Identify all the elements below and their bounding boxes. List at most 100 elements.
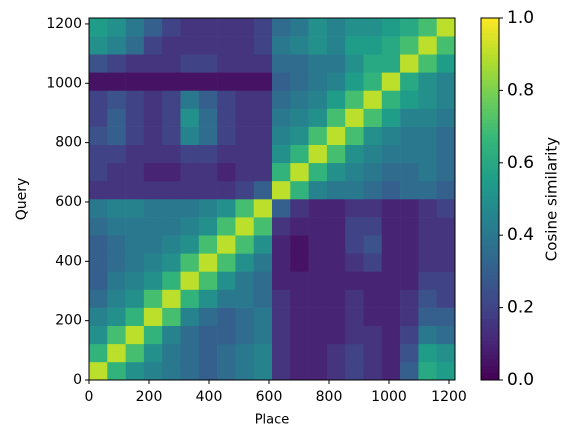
heatmap-cell (143, 18, 163, 37)
colorbar-tick-label: 0.6 (507, 153, 534, 173)
colorbar-segment (481, 358, 499, 363)
heatmap-cell (363, 199, 383, 218)
colorbar-segment (481, 354, 499, 359)
heatmap-cell (198, 307, 218, 326)
colorbar-segment (481, 184, 499, 189)
heatmap-cell (308, 18, 328, 37)
colorbar-segment (481, 43, 499, 48)
colorbar-segment (481, 86, 499, 91)
heatmap-cell (345, 217, 364, 236)
heatmap-cell (381, 54, 401, 73)
colorbar-segment (481, 318, 499, 323)
colorbar-segment (481, 282, 499, 287)
heatmap-cell (217, 289, 236, 308)
heatmap-cell (107, 253, 126, 272)
heatmap-cell (162, 108, 181, 127)
heatmap-cell (272, 325, 291, 345)
heatmap-cell (235, 180, 254, 200)
heatmap-cell (290, 235, 309, 254)
heatmap-cell (272, 253, 291, 272)
heatmap-cell (290, 307, 309, 326)
heatmap-cell (381, 361, 401, 381)
colorbar-segment (481, 126, 499, 131)
heatmap-cell (180, 90, 200, 109)
heatmap-cell (180, 343, 200, 363)
heatmap-cell (89, 217, 108, 236)
heatmap-cell (125, 361, 145, 381)
heatmap-cell (363, 271, 383, 290)
heatmap-cell (326, 162, 346, 182)
heatmap-cell (125, 217, 145, 236)
heatmap-cell (125, 90, 145, 109)
colorbar-segment (481, 296, 499, 301)
heatmap-cell (143, 90, 163, 109)
heatmap-cell (125, 180, 145, 200)
heatmap-cell (180, 199, 200, 218)
heatmap-cell (418, 289, 437, 308)
heatmap-cell (381, 162, 401, 182)
heatmap-cell (400, 289, 419, 308)
heatmap-cell (290, 36, 309, 55)
heatmap-cell (217, 36, 236, 55)
heatmap-cell (418, 361, 437, 381)
heatmap-cell (162, 307, 181, 326)
y-tick-label: 1000 (46, 75, 82, 91)
colorbar-segment (481, 162, 499, 167)
colorbar-tick-label: 0.4 (507, 225, 534, 245)
heatmap-cell (143, 180, 163, 200)
heatmap-cell (272, 54, 291, 73)
heatmap-cell (436, 54, 456, 73)
colorbar-segment (481, 224, 499, 229)
heatmap-cell (217, 199, 236, 218)
colorbar-segment (481, 369, 499, 374)
heatmap-cell (253, 162, 273, 182)
heatmap-cell (418, 72, 437, 91)
heatmap-cell (400, 36, 419, 55)
heatmap-cell (290, 54, 309, 73)
x-tick-label: 1000 (371, 389, 407, 405)
colorbar-segment (481, 343, 499, 348)
heatmap-cell (418, 199, 437, 218)
heatmap-cell (89, 253, 108, 272)
heatmap-cell (326, 90, 346, 109)
heatmap-cell (363, 217, 383, 236)
heatmap-cell (381, 180, 401, 200)
heatmap-cell (400, 72, 419, 91)
heatmap-cell (253, 217, 273, 236)
colorbar-segment (481, 372, 499, 377)
heatmap-cell (143, 162, 163, 182)
heatmap-cell (326, 253, 346, 272)
colorbar-segment (481, 75, 499, 81)
heatmap-cell (308, 90, 328, 109)
heatmap-cell (290, 90, 309, 109)
x-tick-label: 200 (136, 389, 163, 405)
heatmap-cell (290, 325, 309, 345)
heatmap-cell (89, 144, 108, 164)
heatmap-cell (253, 199, 273, 218)
heatmap-cell (418, 253, 437, 272)
heatmap-cell (436, 271, 456, 290)
heatmap-cell (363, 90, 383, 109)
heatmap-cell (143, 36, 163, 55)
heatmap-cell (272, 343, 291, 363)
heatmap-cell (253, 36, 273, 55)
heatmap-cell (326, 126, 346, 145)
heatmap-cell (125, 108, 145, 127)
heatmap-cell (180, 307, 200, 326)
heatmap-cell (89, 162, 108, 182)
heatmap-cell (198, 18, 218, 37)
colorbar-segment (481, 170, 499, 175)
heatmap-cell (162, 162, 181, 182)
x-tick-label: 800 (316, 389, 343, 405)
heatmap-cell (89, 180, 108, 200)
heatmap-cell (308, 361, 328, 381)
heatmap-cell (436, 235, 456, 254)
heatmap-cell (308, 235, 328, 254)
heatmap-cell (363, 18, 383, 37)
heatmap-cell (290, 289, 309, 308)
heatmap-cell (217, 271, 236, 290)
heatmap-cell (235, 36, 254, 55)
heatmap-cell (345, 72, 364, 91)
colorbar-segment (481, 195, 499, 200)
